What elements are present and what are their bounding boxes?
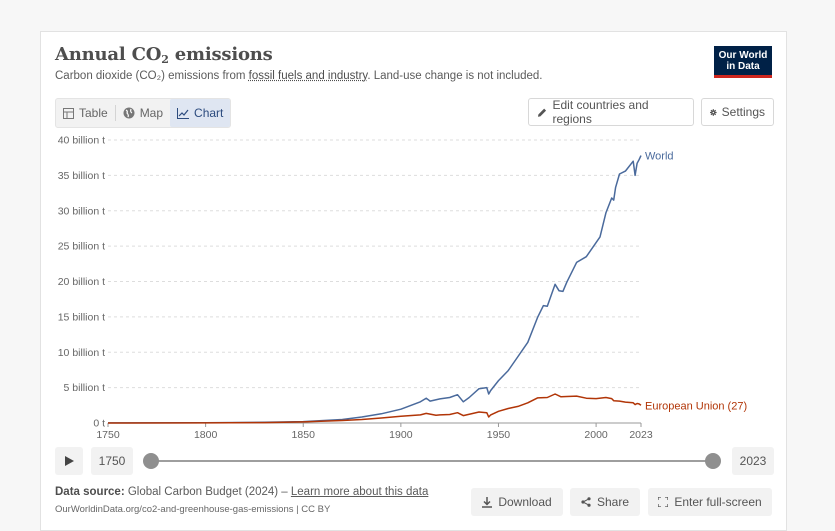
tab-divider [114,105,116,121]
timeline-track[interactable] [151,460,713,462]
y-tick-label: 30 billion t [58,205,105,217]
x-tick-label: 2000 [584,429,608,441]
fossil-fuels-link[interactable]: fossil fuels and industry [248,70,368,82]
download-button[interactable]: Download [471,488,563,516]
line-chart-icon [177,107,190,119]
x-tick-label: 1800 [194,429,218,441]
series-label-world: World [645,151,674,163]
y-tick-label: 20 billion t [58,276,105,288]
chart-title: Annual CO2 emissions [55,44,273,66]
tab-table[interactable]: Table [56,99,115,127]
chart-subtitle: Carbon dioxide (CO₂) emissions from foss… [55,70,543,82]
source-url: OurWorldinData.org/co2-and-greenhouse-ga… [55,504,331,515]
y-tick-label: 25 billion t [58,241,105,253]
y-tick-label: 35 billion t [58,170,105,182]
share-icon [581,497,591,507]
download-icon [482,496,493,508]
table-icon [63,107,74,119]
play-button[interactable] [55,447,83,475]
timeline-start-handle[interactable] [143,453,159,469]
y-tick-label: 0 t [93,418,105,430]
fullscreen-button[interactable]: Enter full-screen [648,488,772,516]
series-label-eu: European Union (27) [645,400,747,412]
gear-icon [710,108,717,116]
x-tick-label: 1900 [389,429,413,441]
pencil-icon [537,108,547,117]
timeline: 1750 2023 [55,446,775,478]
timeline-start-year[interactable]: 1750 [91,447,133,475]
tab-map[interactable]: Map [116,99,170,127]
settings-button[interactable]: Settings [701,98,774,126]
y-tick-label: 40 billion t [58,135,105,147]
y-tick-label: 10 billion t [58,347,105,359]
timeline-end-handle[interactable] [705,453,721,469]
y-tick-label: 5 billion t [64,382,106,394]
timeline-end-year[interactable]: 2023 [732,447,774,475]
y-tick-label: 15 billion t [58,311,105,323]
edit-countries-button[interactable]: Edit countries and regions [528,98,694,126]
play-icon [64,456,74,466]
owid-logo[interactable]: Our World in Data [714,46,772,78]
tab-chart[interactable]: Chart [170,99,231,127]
x-tick-label: 2023 [629,429,653,441]
expand-icon [658,497,669,507]
series-line-world [107,155,642,424]
chart-card: Annual CO2 emissions Carbon dioxide (CO₂… [40,31,787,531]
line-chart: 0 t 5 billion t 10 billion t 15 billion t 20… [58,135,747,442]
view-tabs: Table Map Chart [55,98,232,128]
share-button[interactable]: Share [570,488,640,516]
data-source: Data source: Global Carbon Budget (2024)… [55,486,429,498]
series-line-eu [107,393,642,424]
globe-icon [123,107,135,119]
learn-more-link[interactable]: Learn more about this data [290,486,429,498]
x-tick-label: 1950 [487,429,511,441]
x-tick-label: 1750 [96,429,120,441]
x-tick-label: 1850 [292,429,316,441]
